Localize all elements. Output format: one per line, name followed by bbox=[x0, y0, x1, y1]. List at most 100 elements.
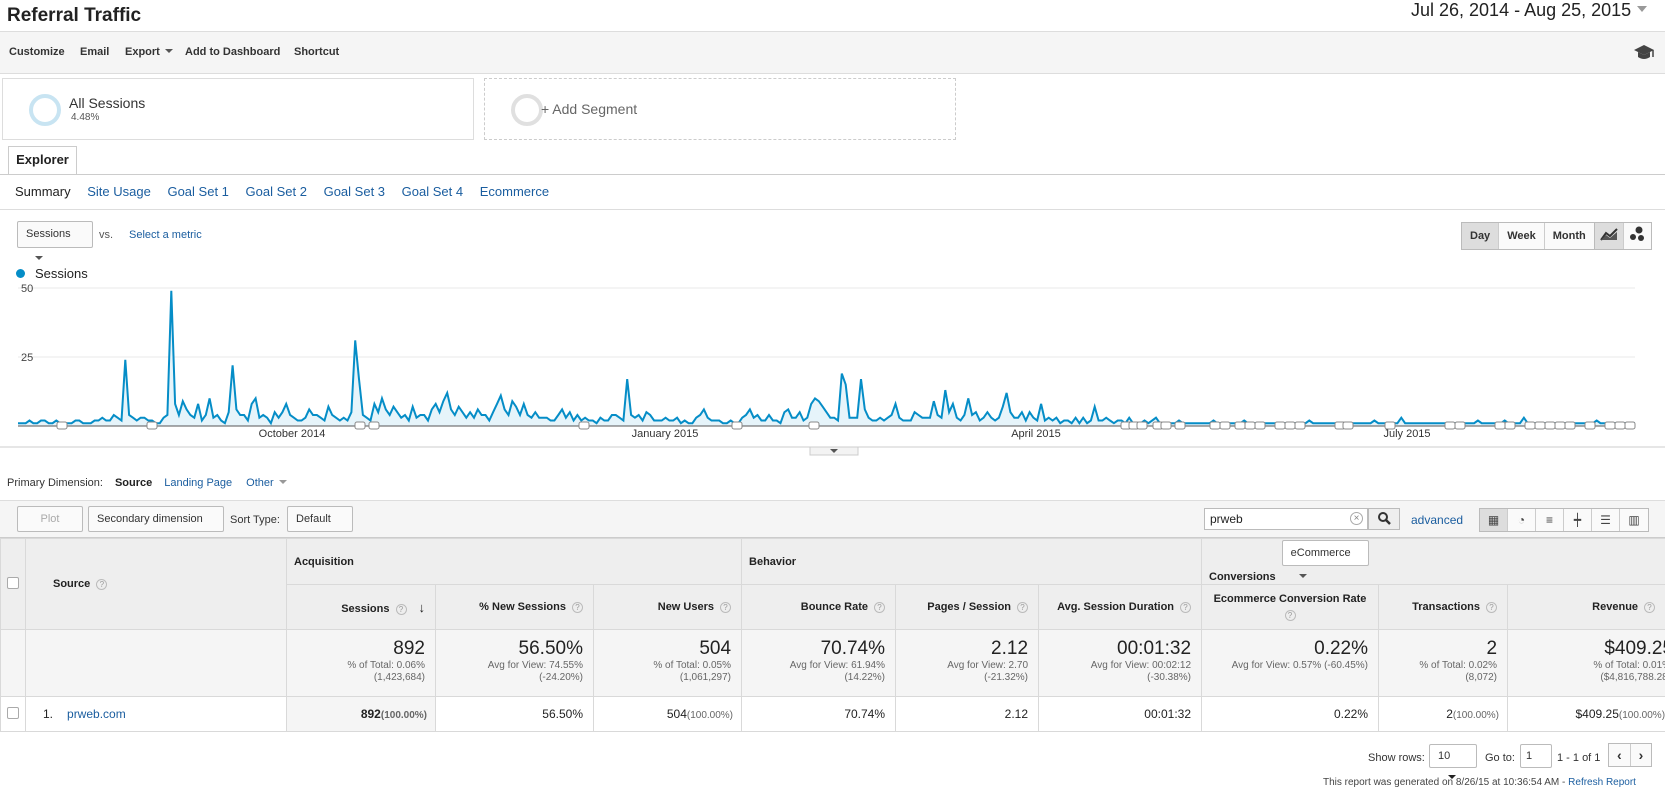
conversions-type-value: eCommerce bbox=[1291, 547, 1351, 559]
help-icon[interactable]: ? bbox=[396, 604, 407, 615]
motion-chart-button[interactable] bbox=[1624, 223, 1652, 249]
subtab-site-usage[interactable]: Site Usage bbox=[87, 184, 151, 199]
segment-all-sessions[interactable]: All Sessions 4.48% bbox=[2, 78, 474, 140]
subtab-goal-set-4[interactable]: Goal Set 4 bbox=[402, 184, 463, 199]
subtab-goal-set-2[interactable]: Goal Set 2 bbox=[246, 184, 307, 199]
line-chart-button[interactable] bbox=[1595, 223, 1624, 249]
plot-rows-button[interactable]: Plot Rows bbox=[17, 506, 83, 532]
report-generated-note: This report was generated on 8/26/15 at … bbox=[1323, 777, 1636, 788]
subtab-goal-set-3[interactable]: Goal Set 3 bbox=[324, 184, 385, 199]
data-table-view-icon[interactable]: ▦ bbox=[1480, 509, 1508, 531]
column-sessions[interactable]: Sessions?↓ bbox=[287, 585, 436, 630]
sort-type-label: Sort Type: bbox=[230, 514, 280, 526]
chevron-down-icon bbox=[165, 49, 173, 53]
prev-page-icon[interactable]: ‹ bbox=[1609, 744, 1631, 766]
help-icon[interactable]: ? bbox=[874, 602, 885, 613]
comparison-view-icon[interactable]: ┿ bbox=[1564, 509, 1592, 531]
total-transactions: 2% of Total: 0.02%(8,072) bbox=[1379, 630, 1508, 697]
row-source-link[interactable]: prweb.com bbox=[67, 707, 126, 721]
metric-select[interactable]: Sessions bbox=[17, 221, 93, 248]
column-transactions[interactable]: Transactions? bbox=[1379, 585, 1508, 630]
help-icon[interactable]: ? bbox=[720, 602, 731, 613]
refresh-report-link[interactable]: Refresh Report bbox=[1568, 777, 1636, 788]
pivot-view-icon[interactable]: ▥ bbox=[1620, 509, 1648, 531]
column-pages-session[interactable]: Pages / Session? bbox=[896, 585, 1039, 630]
select-all-checkbox[interactable] bbox=[7, 577, 19, 589]
column-source[interactable]: Source? bbox=[26, 539, 287, 630]
table-search-input[interactable]: prweb× bbox=[1204, 508, 1368, 530]
email-button[interactable]: Email bbox=[80, 46, 109, 58]
column-bounce-rate[interactable]: Bounce Rate? bbox=[742, 585, 896, 630]
clear-search-icon[interactable]: × bbox=[1350, 512, 1363, 525]
select-metric-link[interactable]: Select a metric bbox=[129, 229, 202, 241]
sort-type-select[interactable]: Default bbox=[287, 506, 353, 532]
tab-explorer[interactable]: Explorer bbox=[8, 146, 77, 175]
column-transactions-label: Transactions bbox=[1412, 601, 1480, 613]
explorer-subtabs: Summary Site Usage Goal Set 1 Goal Set 2… bbox=[15, 184, 562, 199]
advanced-filter-link[interactable]: advanced bbox=[1411, 513, 1463, 527]
help-icon[interactable]: ? bbox=[1486, 602, 1497, 613]
column-revenue[interactable]: Revenue? bbox=[1508, 585, 1665, 630]
subtab-ecommerce[interactable]: Ecommerce bbox=[480, 184, 549, 199]
show-rows-label: Show rows: bbox=[1368, 752, 1425, 764]
column-new-users[interactable]: New Users? bbox=[594, 585, 742, 630]
subtab-summary[interactable]: Summary bbox=[15, 184, 71, 199]
conversions-type-select[interactable]: eCommerce bbox=[1282, 540, 1369, 566]
shortcut-button[interactable]: Shortcut bbox=[294, 46, 339, 58]
pie-view-icon[interactable]: ◔ bbox=[1508, 509, 1536, 531]
show-rows-select[interactable]: 10 bbox=[1429, 744, 1477, 768]
search-button[interactable] bbox=[1368, 508, 1400, 530]
annotation-marker-icon bbox=[809, 422, 819, 429]
dimension-other[interactable]: Other bbox=[246, 477, 287, 489]
subtab-divider bbox=[0, 209, 1665, 210]
header-select-all[interactable] bbox=[1, 539, 26, 630]
total-sub: % of Total: 0.01% bbox=[1508, 660, 1665, 672]
annotation-marker-icon bbox=[1275, 422, 1285, 429]
add-to-dashboard-button[interactable]: Add to Dashboard bbox=[185, 46, 280, 58]
sessions-area bbox=[18, 291, 1635, 426]
help-icon[interactable]: ? bbox=[1180, 602, 1191, 613]
bubble-chart-icon bbox=[1629, 226, 1645, 242]
subtab-goal-set-1[interactable]: Goal Set 1 bbox=[167, 184, 228, 199]
graduation-cap-icon[interactable] bbox=[1633, 44, 1655, 62]
date-range-picker[interactable]: Jul 26, 2014 - Aug 25, 2015 bbox=[1411, 0, 1647, 21]
day-button[interactable]: Day bbox=[1462, 223, 1499, 249]
total-sessions: 892% of Total: 0.06%(1,423,684) bbox=[287, 630, 436, 697]
total-new-users: 504% of Total: 0.05%(1,061,297) bbox=[594, 630, 742, 697]
annotation-marker-icon bbox=[1295, 422, 1305, 429]
report-toolbar: Customize Email Export Add to Dashboard … bbox=[0, 32, 1665, 74]
total-value: 2 bbox=[1379, 638, 1497, 660]
column-new-sessions[interactable]: % New Sessions? bbox=[436, 585, 594, 630]
total-value: 504 bbox=[594, 638, 731, 660]
customize-button[interactable]: Customize bbox=[9, 46, 65, 58]
column-avg-duration-label: Avg. Session Duration bbox=[1057, 601, 1174, 613]
help-icon[interactable]: ? bbox=[1644, 602, 1655, 613]
export-label: Export bbox=[125, 46, 160, 58]
performance-view-icon[interactable]: ≡ bbox=[1536, 509, 1564, 531]
dimension-landing-page[interactable]: Landing Page bbox=[164, 477, 232, 489]
row-checkbox[interactable] bbox=[7, 707, 19, 719]
column-conv-rate[interactable]: Ecommerce Conversion Rate? bbox=[1202, 585, 1379, 630]
sort-descending-icon[interactable]: ↓ bbox=[419, 600, 426, 615]
export-button[interactable]: Export bbox=[125, 46, 173, 58]
column-avg-duration[interactable]: Avg. Session Duration? bbox=[1039, 585, 1202, 630]
row-select-cell[interactable] bbox=[1, 697, 26, 732]
term-cloud-view-icon[interactable]: ☰ bbox=[1592, 509, 1620, 531]
goto-input[interactable]: 1 bbox=[1520, 744, 1552, 768]
dimension-source[interactable]: Source bbox=[115, 477, 152, 489]
week-button[interactable]: Week bbox=[1499, 223, 1545, 249]
next-page-icon[interactable]: › bbox=[1631, 744, 1652, 766]
total-sub: (14.22%) bbox=[742, 672, 885, 684]
help-icon[interactable]: ? bbox=[1017, 602, 1028, 613]
add-segment-button[interactable]: + Add Segment bbox=[484, 78, 956, 140]
row-new-users: 504(100.00%) bbox=[594, 697, 742, 732]
help-icon[interactable]: ? bbox=[96, 579, 107, 590]
total-sub: (-24.20%) bbox=[436, 672, 583, 684]
secondary-dimension-select[interactable]: Secondary dimension bbox=[88, 506, 224, 532]
column-pages-session-label: Pages / Session bbox=[927, 601, 1011, 613]
month-button[interactable]: Month bbox=[1545, 223, 1594, 249]
group-conversions-label: Conversions bbox=[1209, 571, 1276, 583]
help-icon[interactable]: ? bbox=[572, 602, 583, 613]
help-icon[interactable]: ? bbox=[1285, 610, 1296, 621]
